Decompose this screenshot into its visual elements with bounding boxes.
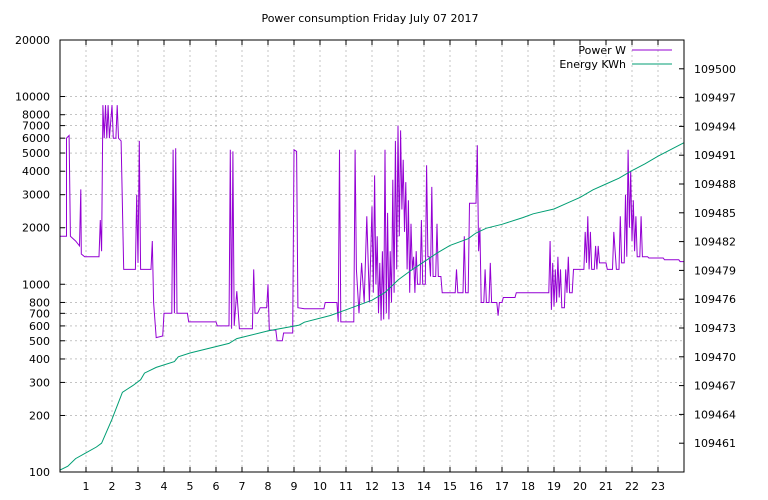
y-left-tick-label: 3000 (22, 189, 50, 202)
y-right-tick-label: 109482 (694, 236, 736, 249)
legend: Power W Energy KWh (559, 44, 672, 71)
plot-series (59, 105, 685, 471)
y-left-tick-label: 6000 (22, 132, 50, 145)
y-left-tick-label: 600 (29, 320, 50, 333)
y-left-tick-label: 10000 (15, 91, 50, 104)
y-right-tick-label: 109461 (694, 437, 736, 450)
y-right-tick-label: 109470 (694, 351, 736, 364)
x-tick-label: 1 (83, 480, 90, 493)
x-tick-label: 3 (135, 480, 142, 493)
legend-power-label: Power W (578, 44, 626, 57)
x-tick-label: 18 (521, 480, 535, 493)
y-left-tick-label: 200 (29, 409, 50, 422)
energy-series-line (59, 142, 685, 471)
x-tick-label: 14 (417, 480, 431, 493)
y-left-tick-label: 4000 (22, 165, 50, 178)
x-tick-label: 13 (391, 480, 405, 493)
x-tick-label: 21 (599, 480, 613, 493)
x-tick-label: 23 (651, 480, 665, 493)
y-left-tick-label: 700 (29, 307, 50, 320)
y-left-tick-label: 400 (29, 353, 50, 366)
y-left-tick-label: 300 (29, 376, 50, 389)
legend-energy-label: Energy KWh (559, 58, 626, 71)
y-left-tick-label: 800 (29, 296, 50, 309)
y-right-tick-label: 109479 (694, 264, 736, 277)
x-tick-label: 16 (469, 480, 483, 493)
x-tick-label: 15 (443, 480, 457, 493)
x-tick-label: 4 (161, 480, 168, 493)
x-tick-label: 6 (213, 480, 220, 493)
axes: 1 2 3 4 5 6 7 8 9 10 11 12 13 14 15 16 17 18 19 20 21 22 23100… (15, 34, 736, 493)
y-left-tick-label: 100 (29, 466, 50, 479)
y-right-tick-label: 109464 (694, 408, 736, 421)
grid (60, 39, 684, 473)
x-tick-label: 9 (291, 480, 298, 493)
x-tick-label: 8 (265, 480, 272, 493)
x-tick-label: 10 (313, 480, 327, 493)
x-tick-label: 2 (109, 480, 116, 493)
y-left-tick-label: 2000 (22, 222, 50, 235)
y-left-tick-label: 1000 (22, 278, 50, 291)
y-right-tick-label: 109473 (694, 322, 736, 335)
power-series-line (60, 105, 684, 342)
y-right-tick-label: 109485 (694, 207, 736, 220)
y-left-tick-label: 7000 (22, 120, 50, 133)
y-right-tick-label: 109488 (694, 178, 736, 191)
y-right-tick-label: 109467 (694, 380, 736, 393)
y-right-tick-label: 109500 (694, 63, 736, 76)
x-tick-label: 22 (625, 480, 639, 493)
y-right-tick-label: 109497 (694, 92, 736, 105)
x-tick-label: 17 (495, 480, 509, 493)
x-tick-label: 11 (339, 480, 353, 493)
chart-title: Power consumption Friday July 07 2017 (261, 12, 478, 25)
x-tick-label: 5 (187, 480, 194, 493)
x-tick-label: 12 (365, 480, 379, 493)
y-right-tick-label: 109476 (694, 293, 736, 306)
y-right-tick-label: 109491 (694, 149, 736, 162)
x-tick-label: 20 (573, 480, 587, 493)
x-tick-label: 19 (547, 480, 561, 493)
y-left-tick-label: 5000 (22, 147, 50, 160)
x-tick-label: 7 (239, 480, 246, 493)
y-right-tick-label: 109494 (694, 120, 736, 133)
y-left-tick-label: 500 (29, 335, 50, 348)
y-left-tick-label: 20000 (15, 34, 50, 47)
y-left-tick-label: 8000 (22, 109, 50, 122)
